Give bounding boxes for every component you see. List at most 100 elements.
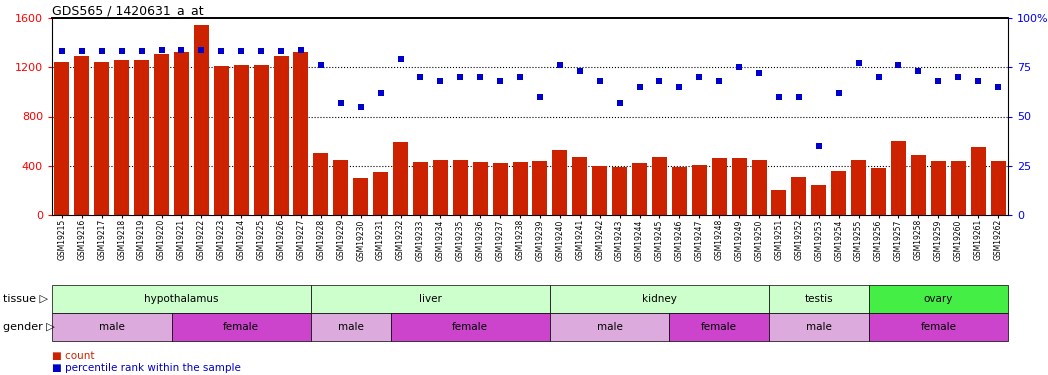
Point <box>810 143 827 149</box>
Bar <box>871 168 886 215</box>
Bar <box>174 53 189 215</box>
Point <box>850 60 867 66</box>
Bar <box>54 62 69 215</box>
Point <box>312 62 329 68</box>
Point <box>412 74 429 80</box>
Point <box>531 94 548 100</box>
Text: female: female <box>453 322 488 332</box>
Point <box>551 62 568 68</box>
Point <box>372 90 389 96</box>
Bar <box>869 313 1008 341</box>
Point <box>890 62 907 68</box>
Point <box>93 48 110 54</box>
Bar <box>52 313 172 341</box>
Bar <box>453 160 467 215</box>
Point <box>352 104 369 110</box>
Point <box>870 74 887 80</box>
Bar <box>751 160 766 215</box>
Point <box>233 48 249 54</box>
Bar <box>652 157 667 215</box>
Bar <box>114 60 129 215</box>
Bar <box>550 313 670 341</box>
Point <box>173 46 190 53</box>
Text: ovary: ovary <box>923 294 953 304</box>
Point <box>332 100 349 106</box>
Point <box>691 74 707 80</box>
Point <box>492 78 508 84</box>
Bar <box>293 53 308 215</box>
Point <box>910 68 926 74</box>
Bar <box>869 285 1008 313</box>
Text: female: female <box>701 322 737 332</box>
Point <box>452 74 468 80</box>
Bar <box>672 167 686 215</box>
Point <box>133 48 150 54</box>
Point <box>651 78 668 84</box>
Bar <box>313 153 328 215</box>
Bar <box>592 166 607 215</box>
Bar <box>550 285 769 313</box>
Bar <box>393 142 408 215</box>
Point <box>770 94 787 100</box>
Text: male: male <box>337 322 364 332</box>
Bar <box>931 161 945 215</box>
Bar <box>311 313 391 341</box>
Bar <box>333 160 348 215</box>
Text: testis: testis <box>805 294 833 304</box>
Bar <box>532 161 547 215</box>
Bar <box>692 165 706 215</box>
Bar <box>990 161 1005 215</box>
Bar <box>572 157 587 215</box>
Point <box>711 78 727 84</box>
Bar <box>274 56 288 215</box>
Text: ■ percentile rank within the sample: ■ percentile rank within the sample <box>52 363 241 373</box>
Point <box>153 46 170 53</box>
Point <box>611 100 628 106</box>
Bar <box>831 171 846 215</box>
Bar <box>791 177 806 215</box>
Bar <box>493 163 507 215</box>
Point <box>671 84 687 90</box>
Point <box>750 70 767 76</box>
Bar <box>769 313 869 341</box>
Point <box>930 78 946 84</box>
Bar <box>473 162 487 215</box>
Bar <box>214 66 228 215</box>
Bar <box>911 154 925 215</box>
Text: hypothalamus: hypothalamus <box>145 294 219 304</box>
Bar <box>769 285 869 313</box>
Point <box>193 46 210 53</box>
Bar <box>74 56 89 215</box>
Text: GDS565 / 1420631_a_at: GDS565 / 1420631_a_at <box>52 4 203 17</box>
Text: female: female <box>920 322 956 332</box>
Bar <box>811 186 826 215</box>
Bar <box>254 65 268 215</box>
Bar <box>612 167 627 215</box>
Bar <box>433 160 447 215</box>
Bar <box>413 162 428 215</box>
Point <box>392 56 409 62</box>
Point <box>969 78 986 84</box>
Point <box>213 48 230 54</box>
Bar <box>712 158 726 215</box>
Bar <box>94 62 109 215</box>
Point <box>511 74 528 80</box>
Point <box>292 46 309 53</box>
Text: male: male <box>806 322 832 332</box>
Bar <box>552 150 567 215</box>
Bar <box>52 285 311 313</box>
Point <box>830 90 847 96</box>
Bar <box>512 162 527 215</box>
Point <box>949 74 966 80</box>
Bar <box>373 172 388 215</box>
Point <box>253 48 269 54</box>
Text: liver: liver <box>419 294 442 304</box>
Point <box>730 64 747 70</box>
Text: ■ count: ■ count <box>52 351 94 361</box>
Bar <box>970 147 985 215</box>
Point <box>591 78 608 84</box>
Bar <box>771 190 786 215</box>
Bar <box>172 313 311 341</box>
Point <box>472 74 488 80</box>
Bar <box>353 178 368 215</box>
